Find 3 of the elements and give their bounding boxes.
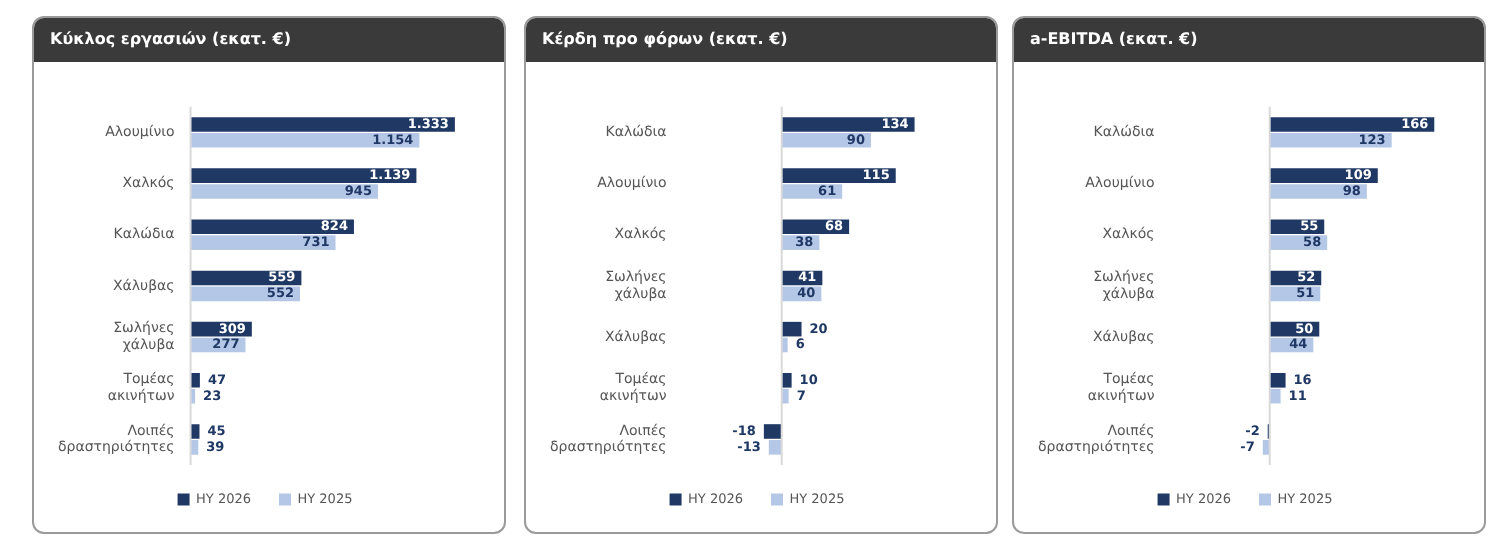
text: a-EBITDA (εκατ. €) bbox=[1014, 18, 1484, 62]
chart-title: Κύκλος εργασιών (εκατ. €) bbox=[34, 18, 504, 62]
chart-title: Κέρδη προ φόρων (εκατ. €) bbox=[526, 18, 996, 62]
